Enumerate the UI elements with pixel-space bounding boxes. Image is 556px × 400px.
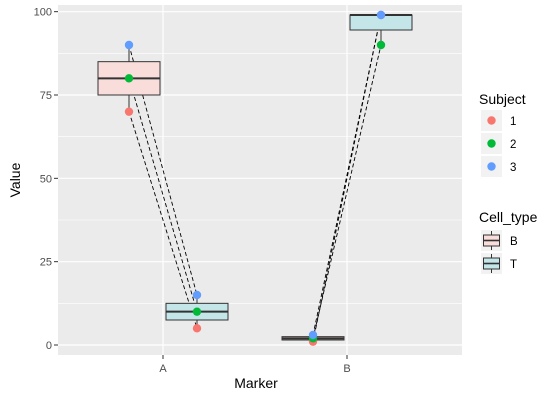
subject-line	[128, 78, 198, 312]
data-point	[376, 40, 386, 50]
y-tick-label: 0	[46, 340, 52, 352]
y-axis-title: Value	[7, 162, 23, 197]
y-tick-label: 25	[40, 257, 52, 269]
legends: Subject 1 2 3 Cell_type BT	[479, 91, 538, 274]
legend-point-swatch	[487, 162, 496, 171]
y-tick-label: 100	[34, 7, 52, 19]
data-points	[124, 10, 386, 346]
data-point	[192, 324, 202, 333]
legend-label-cell-type: T	[510, 259, 517, 271]
plot-panel	[58, 5, 462, 355]
data-point	[192, 290, 202, 300]
data-point	[308, 330, 318, 340]
subject-lines	[128, 14, 382, 342]
legend-label-subject: 1	[510, 116, 516, 128]
y-axis: 0 25 50 75 100	[34, 7, 58, 352]
subject-line	[312, 14, 382, 342]
subject-line	[312, 14, 382, 336]
legend-point-swatch	[487, 139, 496, 148]
legend-label-subject: 3	[510, 162, 516, 174]
legend-point-swatch	[487, 116, 496, 125]
data-point	[124, 40, 134, 50]
y-tick-label: 75	[40, 90, 52, 102]
data-point	[124, 74, 134, 83]
minor-grid	[58, 53, 462, 304]
data-point	[124, 107, 134, 116]
x-tick-label: A	[159, 363, 167, 375]
y-tick-label: 50	[40, 173, 52, 185]
subject-line	[128, 44, 198, 296]
subject-line	[312, 44, 382, 339]
x-axis-title: Marker	[234, 375, 278, 391]
legend-title-subject: Subject	[479, 91, 526, 107]
legend-label-subject: 2	[510, 139, 516, 151]
legend-label-cell-type: B	[510, 236, 518, 248]
data-point	[376, 10, 386, 20]
x-tick-label: B	[343, 363, 350, 375]
legend-title-cell-type: Cell_type	[479, 209, 538, 225]
subject-line	[128, 111, 198, 329]
data-point	[192, 307, 202, 316]
